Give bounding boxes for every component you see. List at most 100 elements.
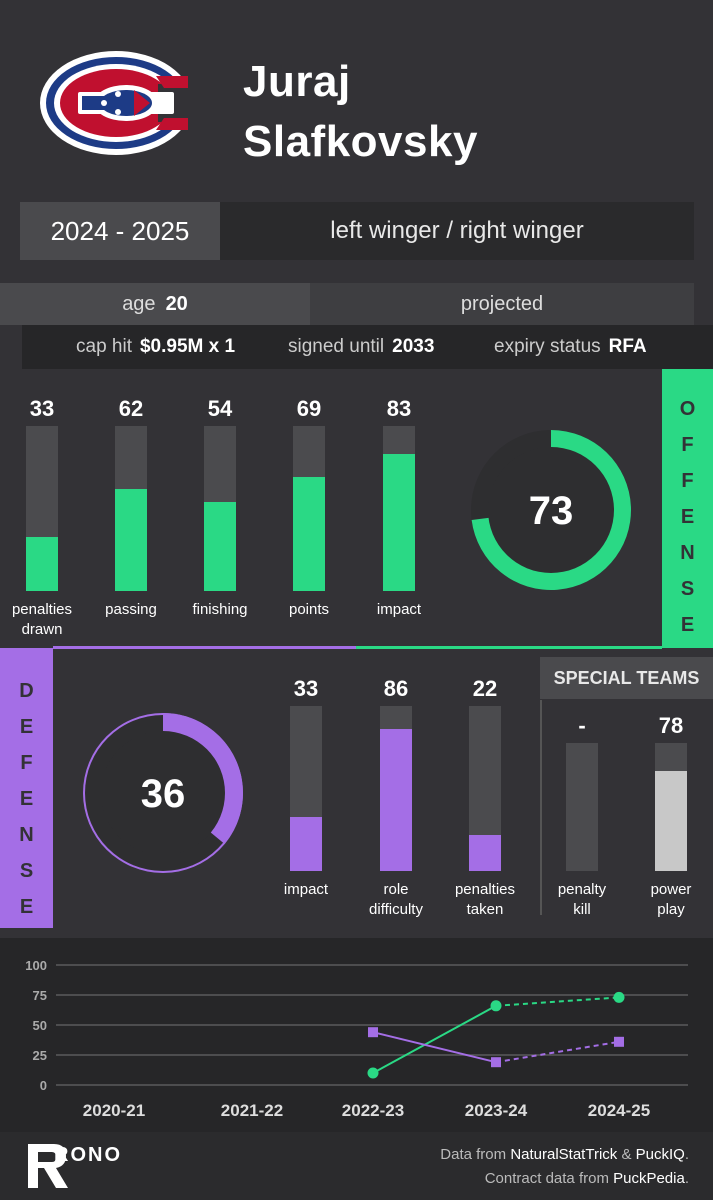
special-teams-bar-label: power play	[626, 880, 713, 920]
defense-overall: 36	[141, 772, 186, 816]
offense-bar-value: 54	[207, 396, 233, 421]
offense-bar-label-line1: points	[288, 601, 330, 618]
offense-bar-track	[26, 426, 58, 591]
defense-ring: 36	[83, 713, 243, 873]
section-divider-defense	[53, 646, 356, 649]
offense-point	[613, 991, 625, 1003]
special-teams-bar-fill	[655, 771, 687, 871]
x-tick-label: 2023-24	[465, 1101, 528, 1120]
offense-bar-label-line1: penalties	[11, 601, 73, 618]
offense-bar-value: 83	[386, 396, 412, 421]
brand-logo: RONO	[24, 1140, 144, 1197]
side-letter: S	[19, 860, 34, 882]
special-teams-bar-label-line1: power	[650, 881, 692, 898]
offense-bar-label: points	[264, 600, 354, 620]
brand-name: RONO	[54, 1144, 122, 1166]
defense-bar-label: impact	[261, 880, 351, 900]
offense-bar-fill	[383, 454, 415, 591]
credit-naturalstattrick[interactable]: NaturalStatTrick	[510, 1146, 618, 1163]
defense-bar-track	[290, 706, 322, 871]
special-teams-bar-track	[655, 743, 687, 871]
offense-bar-value: 69	[296, 396, 322, 421]
player-name: Juraj Slafkovsky	[243, 52, 478, 172]
offense-bar-label-line1: finishing	[192, 601, 248, 618]
side-letter: F	[681, 470, 694, 492]
defense-bar-fill	[380, 729, 412, 871]
defense-bar-label-line2: taken	[466, 901, 504, 918]
player-first-name: Juraj	[243, 57, 351, 106]
offense-bar-track	[383, 426, 415, 591]
offense-bar-value: 33	[29, 396, 55, 421]
offense-bar-fill	[204, 501, 236, 591]
defense-bar-label: role difficulty	[351, 880, 441, 920]
offense-bar-label: passing	[86, 600, 176, 620]
expiry-status-label: expiry status	[494, 336, 601, 357]
side-letter: F	[20, 752, 33, 774]
history-chart-panel	[0, 938, 713, 1132]
offense-bar-track	[115, 426, 147, 591]
defense-bar-label: penalties taken	[440, 880, 530, 920]
offense-bar-label: penalties drawn	[0, 600, 87, 640]
special-teams-bar-value: -	[578, 713, 586, 738]
offense-bar-value: 62	[118, 396, 144, 421]
offense-bar-fill	[26, 536, 58, 591]
special-teams-bar-label-line2: kill	[573, 901, 591, 918]
data-credit: Data from NaturalStatTrick & PuckIQ. Con…	[440, 1146, 689, 1187]
contract-bar: cap hit $0.95M x 1 signed until 2033 expir…	[22, 325, 713, 369]
status-label: projected	[310, 283, 694, 325]
defense-ring-hole	[101, 731, 225, 855]
defense-bar-fill	[469, 834, 501, 871]
side-letter: S	[680, 578, 695, 600]
defense-bar-track	[380, 706, 412, 871]
signed-until-label: signed until	[288, 336, 385, 357]
position-label: left winger / right winger	[220, 202, 694, 260]
cap-hit-label: cap hit	[76, 336, 132, 357]
side-letter: E	[680, 506, 695, 528]
defense-series-segment	[495, 1040, 620, 1064]
offense-series-segment	[372, 1004, 497, 1074]
offense-bar-label-line2: drawn	[21, 621, 63, 638]
special-teams-divider	[540, 700, 542, 915]
history-chart: 0 25 50 75 100 2020-21 2021-22 2022-23 2023-24 20…	[25, 958, 688, 1120]
side-letter: N	[19, 824, 34, 846]
section-divider-offense	[356, 646, 662, 649]
cap-hit: cap hit $0.95M x 1	[76, 336, 235, 358]
credit-puckiq[interactable]: PuckIQ	[635, 1146, 685, 1163]
defense-point	[614, 1036, 624, 1047]
cap-hit-value: $0.95M x 1	[139, 336, 236, 357]
defense-bar-label-line1: impact	[283, 881, 329, 898]
side-letter: F	[681, 434, 694, 456]
y-tick-label: 100	[25, 958, 47, 973]
offense-bar-label-line1: passing	[105, 601, 157, 618]
signed-until: signed until 2033	[288, 336, 434, 358]
defense-bar-value: 33	[293, 676, 319, 701]
side-letter: E	[19, 896, 34, 918]
side-letter: E	[680, 614, 695, 636]
x-tick-label: 2021-22	[221, 1101, 283, 1120]
expiry-status-value: RFA	[608, 336, 647, 357]
offense-series-segment	[495, 996, 620, 1007]
offense-bar-track	[293, 426, 325, 591]
age-value: 20	[165, 292, 188, 315]
y-tick-label: 50	[33, 1018, 47, 1033]
defense-point	[368, 1027, 378, 1038]
defense-point	[491, 1057, 501, 1068]
defense-bar-value: 86	[383, 676, 409, 701]
offense-bar-label: impact	[354, 600, 444, 620]
offense-bar-label: finishing	[175, 600, 265, 620]
offense-bar-label-line1: impact	[376, 601, 422, 618]
offense-point	[490, 1000, 502, 1012]
defense-bar-track	[469, 706, 501, 871]
y-tick-label: 0	[40, 1078, 47, 1093]
credit-puckpedia[interactable]: PuckPedia	[613, 1170, 685, 1187]
side-letter: E	[19, 788, 34, 810]
defense-bar-value: 22	[472, 676, 498, 701]
side-letter: O	[679, 398, 696, 420]
season-label: 2024 - 2025	[20, 202, 220, 260]
special-teams-bar-label-line1: penalty	[557, 881, 607, 898]
player-last-name: Slafkovsky	[243, 117, 478, 166]
offense-ring-hole	[488, 447, 614, 573]
defense-bar-label-line1: role	[383, 881, 409, 898]
